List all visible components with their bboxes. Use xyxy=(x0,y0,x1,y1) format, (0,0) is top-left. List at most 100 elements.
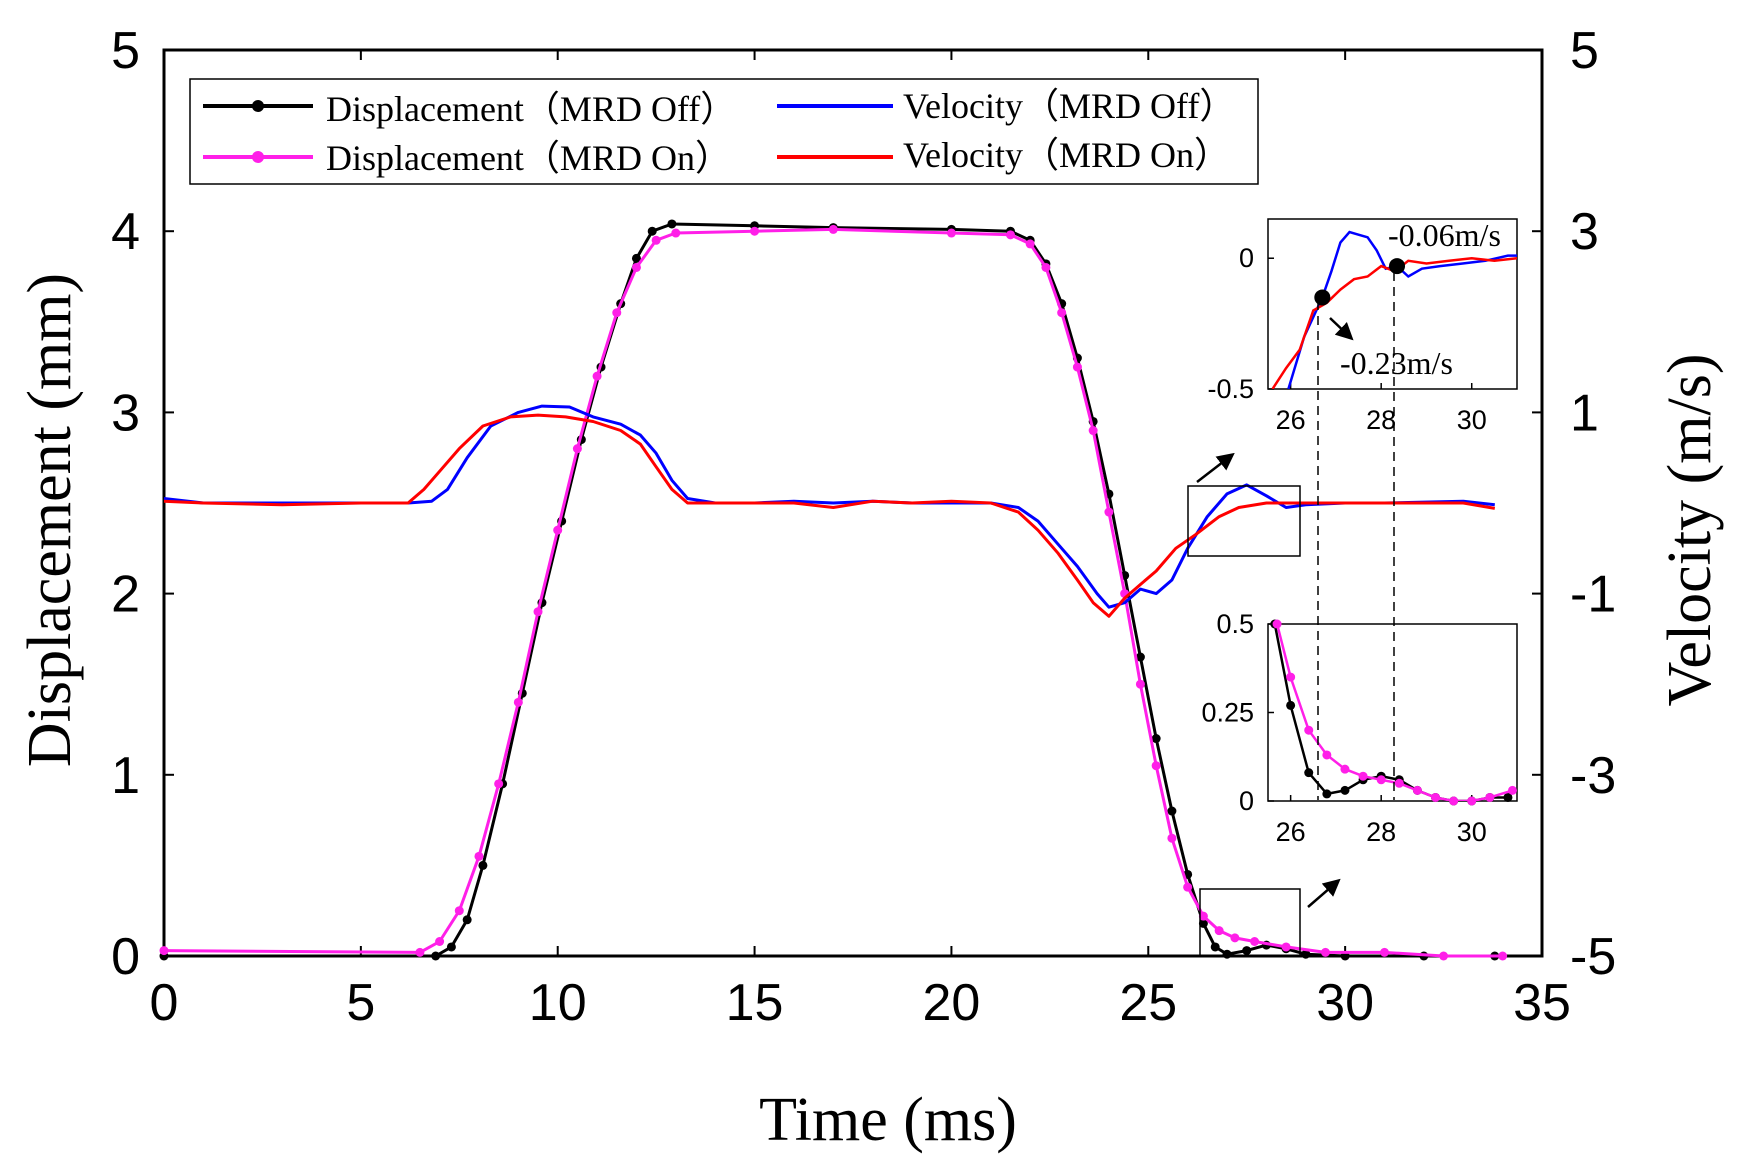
inset-series-point-0 xyxy=(1322,789,1332,799)
series-point-0 xyxy=(667,219,677,229)
series-point-0 xyxy=(1135,652,1145,662)
inset-x-tick-label: 30 xyxy=(1457,817,1487,847)
y-left-tick-label: 5 xyxy=(111,22,140,80)
y-right-tick-label: -1 xyxy=(1570,566,1616,624)
series-point-1 xyxy=(494,779,504,789)
series-point-1 xyxy=(1088,426,1098,436)
x-tick-label: 25 xyxy=(1119,974,1177,1032)
series-point-1 xyxy=(1005,230,1015,240)
inset-series-line-0 xyxy=(1273,624,1508,801)
series-line-0 xyxy=(164,222,1495,958)
legend-box xyxy=(189,78,1259,185)
legend-label-vel-on: Velocity（MRD On） xyxy=(903,135,1230,175)
zoom-arrow-displacement xyxy=(1307,878,1341,908)
inset-series-point-1 xyxy=(1272,619,1282,629)
legend-marker-disp-off xyxy=(252,100,264,112)
series-point-1 xyxy=(671,228,681,238)
series-point-1 xyxy=(1057,308,1067,318)
inset-series-point-1 xyxy=(1431,792,1441,802)
inset-series-point-1 xyxy=(1304,725,1314,735)
series-point-0 xyxy=(1242,946,1252,956)
x-tick-label: 5 xyxy=(346,974,375,1032)
inset-series-point-1 xyxy=(1412,785,1422,795)
series-point-0 xyxy=(431,951,441,961)
series-point-1 xyxy=(1214,926,1224,936)
inset-x-tick-label: 26 xyxy=(1276,405,1306,435)
inset-displacement-ticks: 26 28 30 0 0.25 0.5 xyxy=(1201,609,1486,847)
y-left-tick-label: 1 xyxy=(111,747,140,805)
inset-series-point-1 xyxy=(1340,764,1350,774)
legend-label-disp-on: Displacement（MRD On） xyxy=(326,138,731,178)
legend-label-disp-off: Displacement（MRD Off） xyxy=(326,89,736,129)
series-point-1 xyxy=(415,947,425,957)
series-point-0 xyxy=(1210,942,1220,952)
inset-velocity-frame xyxy=(1267,218,1518,390)
inset-series-point-1 xyxy=(1485,792,1495,802)
inset-x-tick-label: 28 xyxy=(1366,817,1396,847)
series-point-0 xyxy=(1167,806,1177,816)
series-point-1 xyxy=(1380,947,1390,957)
inset-marked-point xyxy=(1314,289,1331,306)
plot-area xyxy=(162,48,1544,958)
legend-marker-disp-on xyxy=(252,151,264,163)
inset-y-tick-label: 0.5 xyxy=(1216,609,1254,639)
series-point-1 xyxy=(612,308,622,318)
annotation-arrow xyxy=(1329,317,1354,341)
inset-velocity-ticks: 26 28 30 -0.5 0 xyxy=(1207,243,1486,435)
y-right-axis-ticks: -5 -3 -1 1 3 5 xyxy=(1532,22,1616,986)
y-left-tick-label: 2 xyxy=(111,566,140,624)
y-left-axis-label: Displacement (mm) xyxy=(16,273,84,767)
y-left-tick-label: 3 xyxy=(111,384,140,442)
inset-series-point-1 xyxy=(1376,775,1386,785)
inset-x-tick-label: 26 xyxy=(1276,817,1306,847)
legend-label-vel-off: Velocity（MRD Off） xyxy=(903,86,1235,126)
legend: Displacement（MRD Off） Displacement（MRD O… xyxy=(189,78,1259,185)
main-series-group xyxy=(159,219,1508,961)
inset-displacement-series xyxy=(1270,619,1517,806)
x-tick-label: 35 xyxy=(1513,974,1571,1032)
inset-y-tick-label: 0 xyxy=(1239,786,1254,816)
inset-velocity-series xyxy=(1271,230,1517,389)
x-tick-label: 15 xyxy=(726,974,784,1032)
series-point-0 xyxy=(1301,949,1311,959)
series-point-1 xyxy=(1198,911,1208,921)
inset-series-point-1 xyxy=(1507,785,1517,795)
annotation-velocity-low: -0.23m/s xyxy=(1340,345,1453,381)
y-right-tick-label: 3 xyxy=(1570,203,1599,261)
series-point-1 xyxy=(1135,679,1145,689)
series-point-0 xyxy=(647,226,657,236)
inset-x-tick-label: 28 xyxy=(1366,405,1396,435)
series-point-1 xyxy=(1183,882,1193,892)
x-axis-ticks: 0 5 10 15 20 25 30 35 xyxy=(150,50,1571,1032)
series-point-1 xyxy=(1167,833,1177,843)
series-point-1 xyxy=(1320,947,1330,957)
inset-velocity: 26 28 30 -0.5 0 -0.06m/s -0.23m/s xyxy=(1207,217,1518,435)
inset-series-line-1 xyxy=(1271,256,1517,389)
x-axis-label: Time (ms) xyxy=(759,1086,1017,1154)
series-line-3 xyxy=(163,413,1496,618)
series-point-1 xyxy=(946,228,956,238)
inset-series-point-1 xyxy=(1322,750,1332,760)
inset-y-tick-label: -0.5 xyxy=(1207,374,1254,404)
x-tick-label: 10 xyxy=(529,974,587,1032)
series-point-0 xyxy=(478,860,488,870)
annotation-velocity-high: -0.06m/s xyxy=(1388,217,1501,253)
zoom-arrow-velocity xyxy=(1196,452,1235,483)
inset-series-point-0 xyxy=(1503,792,1513,802)
zoom-box-velocity xyxy=(1187,485,1301,557)
inset-series-line-1 xyxy=(1275,624,1513,801)
y-left-tick-label: 4 xyxy=(111,203,140,261)
series-point-1 xyxy=(631,262,641,272)
series-point-1 xyxy=(1250,937,1260,947)
inset-series-point-1 xyxy=(1358,771,1368,781)
series-point-0 xyxy=(1198,918,1208,928)
x-tick-label: 0 xyxy=(150,974,179,1032)
series-point-0 xyxy=(462,915,472,925)
series-point-1 xyxy=(750,226,760,236)
series-point-1 xyxy=(572,444,582,454)
series-point-1 xyxy=(159,946,169,956)
series-point-1 xyxy=(592,371,602,381)
series-point-1 xyxy=(454,906,464,916)
y-right-tick-label: 5 xyxy=(1570,22,1599,80)
